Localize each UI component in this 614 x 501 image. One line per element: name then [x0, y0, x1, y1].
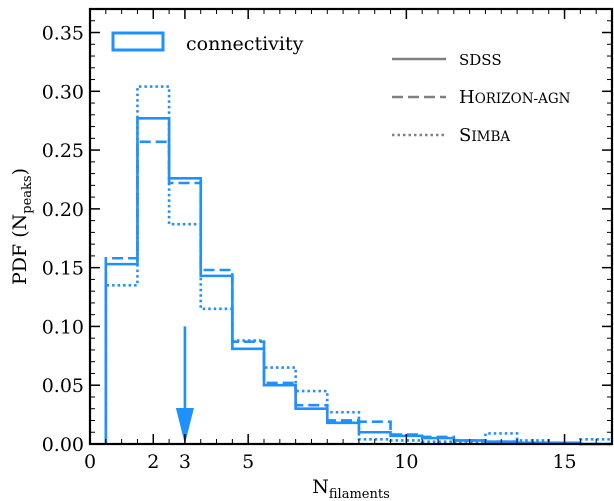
- legend-linestyles: SDSS HORIZON-AGN SIMBA: [392, 51, 571, 146]
- series-simba-step: [104, 85, 612, 445]
- legend-label-3: SIMBA: [459, 125, 510, 146]
- y-tick-label: 0.15: [42, 258, 84, 280]
- median-arrow: [175, 326, 194, 444]
- legend-connectivity-swatch: [111, 31, 165, 52]
- legend-label-1: SDSS: [459, 51, 502, 69]
- series-horizon-agn-step: [104, 140, 612, 446]
- x-axis-label: Nfilaments: [312, 476, 390, 501]
- y-tick-label: 0.20: [42, 199, 84, 221]
- legend-label-2: HORIZON-AGN: [459, 87, 571, 108]
- y-tick-label: 0.25: [42, 140, 84, 162]
- y-axis-label: PDF (Npeaks): [9, 168, 35, 285]
- x-tick-label: 2: [147, 451, 159, 473]
- series-sdss-step: [104, 117, 612, 446]
- y-tick-label: 0.35: [42, 23, 84, 45]
- plot-series: [104, 85, 612, 446]
- x-tick-label: 0: [84, 451, 96, 473]
- y-tick-label: 0.05: [42, 375, 84, 397]
- plot-frame: [88, 7, 614, 446]
- x-tick-label: 3: [179, 451, 191, 473]
- x-tick-label: 10: [394, 451, 418, 473]
- y-tick-label: 0.10: [42, 316, 84, 338]
- y-tick-label: 0.00: [42, 434, 84, 456]
- axis-tick-labels: 0 2 3 5 10 15 0.00 0.05 0.10 0.15 0.20 0.25 0.30 0.35: [42, 23, 577, 473]
- y-tick-label: 0.30: [42, 81, 84, 103]
- legend-connectivity: connectivity: [111, 31, 304, 55]
- x-tick-label: 5: [242, 451, 254, 473]
- arrow-head: [175, 408, 194, 444]
- axis-ticks: [89, 9, 612, 445]
- x-tick-label: 15: [552, 451, 576, 473]
- legend-connectivity-label: connectivity: [186, 33, 304, 55]
